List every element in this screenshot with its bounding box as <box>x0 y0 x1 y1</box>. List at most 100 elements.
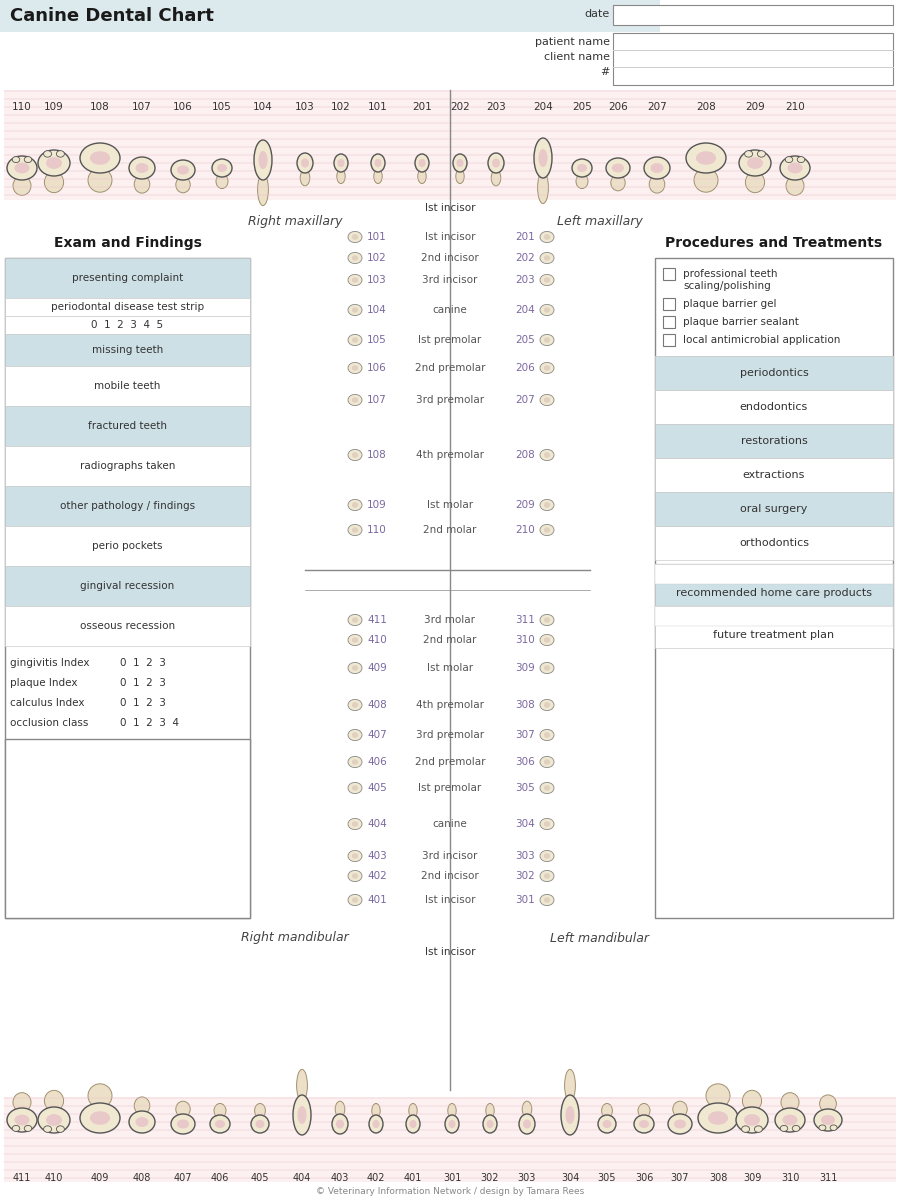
Text: 209: 209 <box>515 500 535 510</box>
Ellipse shape <box>486 1104 494 1118</box>
Text: 406: 406 <box>211 1174 230 1183</box>
Ellipse shape <box>644 157 670 179</box>
Text: 2nd premolar: 2nd premolar <box>415 362 485 373</box>
Ellipse shape <box>348 305 362 316</box>
Ellipse shape <box>747 157 763 169</box>
Ellipse shape <box>455 169 464 184</box>
Ellipse shape <box>523 1120 531 1128</box>
Ellipse shape <box>540 232 554 242</box>
Text: client name: client name <box>544 52 610 62</box>
Ellipse shape <box>819 1124 826 1130</box>
Ellipse shape <box>177 1120 189 1128</box>
Text: Ist molar: Ist molar <box>427 500 473 510</box>
Ellipse shape <box>540 335 554 346</box>
Ellipse shape <box>540 635 554 646</box>
Ellipse shape <box>348 524 362 535</box>
Text: 106: 106 <box>173 102 193 112</box>
Ellipse shape <box>754 1126 762 1133</box>
Ellipse shape <box>540 756 554 768</box>
Text: 402: 402 <box>367 1174 385 1183</box>
Ellipse shape <box>348 756 362 768</box>
Text: 405: 405 <box>367 782 387 793</box>
Text: radiographs taken: radiographs taken <box>80 461 176 470</box>
Ellipse shape <box>348 395 362 406</box>
Bar <box>4 90 896 200</box>
Ellipse shape <box>352 365 358 371</box>
Ellipse shape <box>602 1120 611 1128</box>
Bar <box>655 564 893 606</box>
Bar <box>5 366 250 406</box>
Ellipse shape <box>830 1124 837 1130</box>
Text: 2nd molar: 2nd molar <box>423 526 477 535</box>
Ellipse shape <box>612 163 624 173</box>
Ellipse shape <box>651 163 663 173</box>
Ellipse shape <box>371 154 385 172</box>
Ellipse shape <box>406 1115 420 1133</box>
Ellipse shape <box>348 499 362 511</box>
Ellipse shape <box>374 169 382 184</box>
Text: fractured teeth: fractured teeth <box>88 421 167 431</box>
Text: 107: 107 <box>132 102 152 112</box>
Ellipse shape <box>348 782 362 793</box>
Ellipse shape <box>348 275 362 286</box>
Ellipse shape <box>335 1102 345 1117</box>
Ellipse shape <box>674 1120 686 1128</box>
Ellipse shape <box>821 1115 835 1124</box>
Bar <box>613 32 893 85</box>
Ellipse shape <box>348 335 362 346</box>
Bar <box>655 492 893 526</box>
Ellipse shape <box>13 176 31 196</box>
Ellipse shape <box>522 1102 532 1117</box>
Ellipse shape <box>601 1104 612 1118</box>
Ellipse shape <box>820 1094 836 1112</box>
Bar <box>4 1097 896 1182</box>
Ellipse shape <box>448 1120 455 1128</box>
Ellipse shape <box>337 169 346 184</box>
Ellipse shape <box>348 635 362 646</box>
Text: 0  1  2  3: 0 1 2 3 <box>120 698 166 708</box>
Ellipse shape <box>544 365 550 371</box>
Text: 209: 209 <box>745 102 765 112</box>
Bar <box>5 298 250 316</box>
Text: plaque barrier sealant: plaque barrier sealant <box>683 317 799 326</box>
Ellipse shape <box>43 151 51 157</box>
Ellipse shape <box>544 853 550 859</box>
Text: 407: 407 <box>174 1174 193 1183</box>
Bar <box>655 526 893 560</box>
Ellipse shape <box>134 175 149 193</box>
Ellipse shape <box>129 1111 155 1133</box>
Text: Ist incisor: Ist incisor <box>425 232 475 242</box>
Ellipse shape <box>639 1120 649 1128</box>
Text: occlusion class: occlusion class <box>10 718 88 728</box>
Ellipse shape <box>338 158 345 167</box>
Ellipse shape <box>258 151 267 169</box>
Ellipse shape <box>212 158 232 176</box>
Text: 203: 203 <box>486 102 506 112</box>
Ellipse shape <box>14 1115 30 1126</box>
Ellipse shape <box>544 760 550 764</box>
Text: Ist incisor: Ist incisor <box>425 203 475 214</box>
Ellipse shape <box>352 397 358 403</box>
Text: patient name: patient name <box>535 37 610 47</box>
Ellipse shape <box>352 821 358 827</box>
Ellipse shape <box>44 1091 64 1111</box>
Text: 309: 309 <box>742 1174 761 1183</box>
Text: 409: 409 <box>91 1174 109 1183</box>
Ellipse shape <box>352 785 358 791</box>
Text: 404: 404 <box>292 1174 311 1183</box>
Ellipse shape <box>708 1111 728 1124</box>
Ellipse shape <box>544 256 550 260</box>
Ellipse shape <box>544 637 550 643</box>
Ellipse shape <box>176 1102 190 1117</box>
Ellipse shape <box>537 172 548 204</box>
Text: 311: 311 <box>819 1174 837 1183</box>
Bar <box>663 298 675 310</box>
Ellipse shape <box>782 1115 797 1126</box>
Text: 106: 106 <box>367 362 387 373</box>
Ellipse shape <box>456 158 464 167</box>
Text: plaque barrier gel: plaque barrier gel <box>683 299 777 308</box>
Text: 202: 202 <box>515 253 535 263</box>
Ellipse shape <box>788 162 803 174</box>
Ellipse shape <box>739 150 771 176</box>
Text: gingivitis Index: gingivitis Index <box>10 658 89 668</box>
